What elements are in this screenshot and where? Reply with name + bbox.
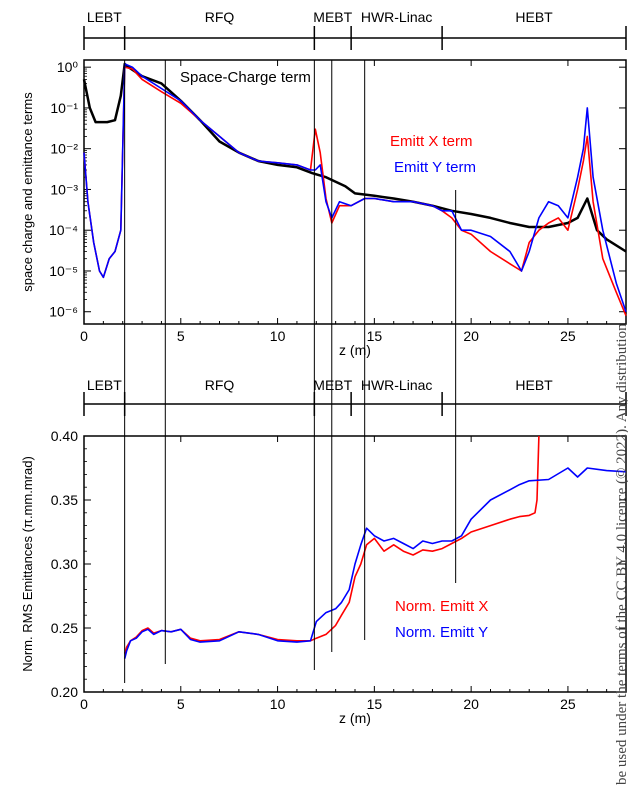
section-label: LEBT	[87, 9, 122, 25]
y-tick-label: 10⁻⁵	[49, 263, 78, 279]
y-tick-label: 10⁻¹	[50, 100, 78, 116]
section-label: LEBT	[87, 377, 122, 393]
y-tick-label: 10⁻⁶	[49, 304, 78, 320]
y-tick-label: 10⁻⁴	[49, 222, 78, 238]
x-tick-label: 0	[80, 696, 88, 712]
x-tick-label: 15	[367, 328, 383, 344]
y-tick-label: 10⁰	[57, 59, 79, 75]
x-tick-label: 5	[177, 696, 185, 712]
x-tick-label: 20	[463, 328, 479, 344]
y-axis-label: space charge and emittance terms	[20, 92, 35, 292]
y-tick-label: 10⁻³	[50, 181, 78, 197]
y-tick-label: 0.40	[51, 428, 78, 444]
x-tick-label: 20	[463, 696, 479, 712]
section-label: RFQ	[205, 9, 235, 25]
x-tick-label: 10	[270, 696, 286, 712]
section-label: HEBT	[515, 377, 553, 393]
section-label: HWR-Linac	[361, 377, 433, 393]
y-tick-label: 10⁻²	[50, 141, 78, 157]
y-axis-label: Norm. RMS Emittances (π.mm.mrad)	[20, 456, 35, 672]
x-tick-label: 5	[177, 328, 185, 344]
section-label: MEBT	[313, 377, 352, 393]
y-tick-label: 0.30	[51, 556, 78, 572]
x-tick-label: 0	[80, 328, 88, 344]
series-line	[83, 66, 627, 317]
x-axis-label: z (m)	[339, 710, 371, 726]
x-tick-label: 15	[367, 696, 383, 712]
legend-entry: Emitt X term	[390, 133, 473, 150]
section-label: HWR-Linac	[361, 9, 433, 25]
x-tick-label: 10	[270, 328, 286, 344]
legend-entry: Norm. Emitt Y	[395, 624, 488, 641]
x-axis-label: z (m)	[339, 342, 371, 358]
legend-entry: Norm. Emitt X	[395, 598, 488, 615]
series-line	[123, 467, 627, 659]
legend-entry: Emitt Y term	[394, 159, 476, 176]
annotation-label: Space-Charge term	[180, 69, 311, 86]
y-tick-label: 0.25	[51, 620, 78, 636]
section-label: MEBT	[313, 9, 352, 25]
section-label: HEBT	[515, 9, 553, 25]
x-tick-label: 25	[560, 696, 576, 712]
series-line	[83, 63, 627, 312]
license-side-note-text: be used under the terms of the CC BY 4.0…	[614, 323, 628, 785]
x-tick-label: 25	[560, 328, 576, 344]
license-side-note: be used under the terms of the CC BY 4.0…	[612, 0, 628, 787]
section-label: RFQ	[205, 377, 235, 393]
y-tick-label: 0.35	[51, 492, 78, 508]
y-tick-label: 0.20	[51, 684, 78, 700]
